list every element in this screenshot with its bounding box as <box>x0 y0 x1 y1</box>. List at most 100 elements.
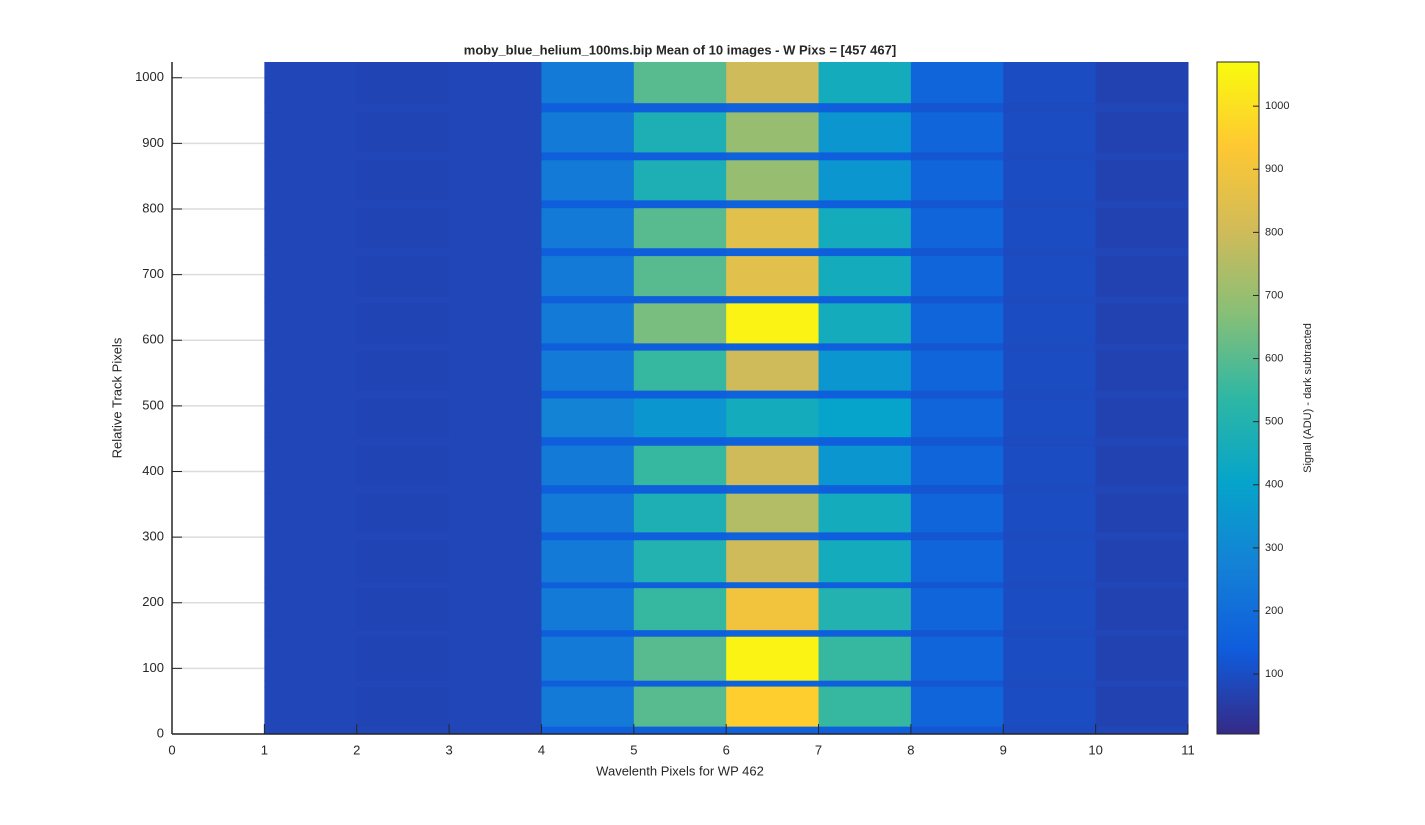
heatmap-cell <box>633 398 727 438</box>
heatmap-cell <box>1003 302 1097 344</box>
heatmap-cell <box>449 493 542 533</box>
heatmap-cell <box>541 629 635 637</box>
heatmap-cell <box>541 255 635 297</box>
heatmap-cell <box>818 342 912 351</box>
heatmap-cell <box>910 207 1004 249</box>
heatmap-cell <box>1095 726 1189 735</box>
heatmap-cell <box>1003 484 1097 494</box>
heatmap-cell <box>1095 62 1189 104</box>
heatmap-cell <box>1003 151 1097 161</box>
heatmap-cell <box>726 159 820 201</box>
heatmap-cell <box>910 342 1004 351</box>
heatmap-cell <box>1003 207 1097 249</box>
colorbar-tick-label: 1000 <box>1265 100 1289 112</box>
heatmap-cell <box>910 159 1004 201</box>
heatmap-cell <box>541 436 635 446</box>
colorbar-tick-label: 800 <box>1265 226 1283 238</box>
colorbar-tick-label: 700 <box>1265 289 1283 301</box>
heatmap-cell <box>356 390 450 399</box>
heatmap-cell <box>1095 436 1189 446</box>
heatmap-cell <box>633 587 727 631</box>
heatmap-cell <box>264 62 358 104</box>
heatmap-cell <box>449 680 542 687</box>
heatmap-cell <box>449 350 542 391</box>
heatmap-cell <box>818 539 912 583</box>
y-axis-label: Relative Track Pixels <box>109 337 124 458</box>
colorbar-tick-label: 200 <box>1265 605 1283 617</box>
heatmap-cell <box>449 436 542 446</box>
heatmap-cell <box>541 102 635 113</box>
heatmap-cell <box>910 636 1004 681</box>
heatmap-cell <box>818 102 912 113</box>
heatmap-cell <box>1003 539 1097 583</box>
heatmap-cell <box>541 62 635 104</box>
heatmap-cell <box>818 581 912 589</box>
heatmap-cell <box>1003 686 1097 727</box>
heatmap-cell <box>541 587 635 631</box>
heatmap-cell <box>818 255 912 297</box>
heatmap-cell <box>449 390 542 399</box>
heatmap-cell <box>541 493 635 533</box>
heatmap-cell <box>449 207 542 249</box>
heatmap-cell <box>633 445 727 486</box>
heatmap-cell <box>1095 629 1189 637</box>
heatmap-cell <box>910 255 1004 297</box>
heatmap-cell <box>1095 199 1189 209</box>
heatmap-cell <box>633 302 727 344</box>
heatmap-cell <box>910 445 1004 486</box>
heatmap-cell <box>726 255 820 297</box>
heatmap-cell <box>633 255 727 297</box>
heatmap-cell <box>449 102 542 113</box>
heatmap-cell <box>726 207 820 249</box>
heatmap-cell <box>356 686 450 727</box>
heatmap-cell <box>910 436 1004 446</box>
heatmap-cell <box>1003 390 1097 399</box>
heatmap-cell <box>1095 531 1189 541</box>
heatmap-cell <box>356 445 450 486</box>
x-axis-label: Wavelenth Pixels for WP 462 <box>596 763 764 778</box>
heatmap-cell <box>449 295 542 304</box>
heatmap-cell <box>726 390 820 399</box>
heatmap-cell <box>726 680 820 687</box>
x-tick-label: 0 <box>168 742 175 757</box>
heatmap-cell <box>1095 445 1189 486</box>
heatmap-cell <box>449 686 542 727</box>
heatmap-cell <box>449 539 542 583</box>
heatmap-cell <box>264 445 358 486</box>
heatmap-cell <box>818 62 912 104</box>
heatmap-cell <box>1095 587 1189 631</box>
heatmap-cell <box>449 255 542 297</box>
heatmap-cell <box>356 247 450 257</box>
heatmap-cell <box>1003 531 1097 541</box>
y-tick-label: 500 <box>142 397 164 412</box>
heatmap-cell <box>356 581 450 589</box>
heatmap-cell <box>1095 680 1189 687</box>
x-tick-label: 11 <box>1181 742 1195 757</box>
heatmap-cell <box>264 295 358 304</box>
colorbar <box>1216 61 1260 735</box>
heatmap-cell <box>1003 199 1097 209</box>
heatmap-cell <box>910 493 1004 533</box>
heatmap-cell <box>541 581 635 589</box>
heatmap-cell <box>1003 587 1097 631</box>
heatmap-cell <box>726 102 820 113</box>
heatmap-cell <box>541 484 635 494</box>
heatmap-cell <box>633 111 727 153</box>
heatmap-cell <box>726 581 820 589</box>
heatmap-cell <box>356 342 450 351</box>
heatmap-cell <box>541 295 635 304</box>
y-tick-label: 800 <box>142 200 164 215</box>
heatmap-cell <box>818 111 912 153</box>
heatmap-cell <box>910 295 1004 304</box>
heatmap-cell <box>541 199 635 209</box>
x-tick-label: 1 <box>261 742 268 757</box>
heatmap-cell <box>1003 629 1097 637</box>
heatmap-cell <box>726 493 820 533</box>
heatmap-cell <box>633 726 727 735</box>
heatmap-cell <box>726 686 820 727</box>
x-tick-label: 8 <box>907 742 914 757</box>
heatmap-cell <box>356 151 450 161</box>
heatmap-cell <box>1095 390 1189 399</box>
heatmap-cell <box>633 350 727 391</box>
